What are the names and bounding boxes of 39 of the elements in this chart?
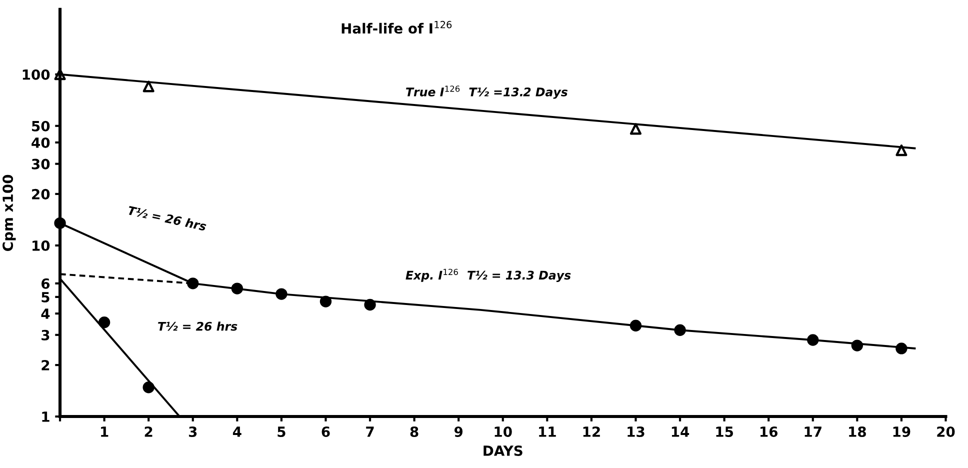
x-tick-label: 3 bbox=[188, 426, 197, 437]
y-tick-label: 2 bbox=[42, 360, 50, 370]
y-tick-label: 3 bbox=[42, 330, 50, 340]
y-tick-label: 100 bbox=[22, 69, 50, 80]
x-tick-label: 14 bbox=[672, 426, 690, 437]
x-tick-label: 8 bbox=[410, 426, 418, 437]
x-axis-title: DAYS bbox=[484, 445, 522, 456]
x-tick-label: 15 bbox=[716, 426, 733, 437]
x-tick-label: 11 bbox=[539, 426, 556, 437]
y-tick-label: 6 bbox=[41, 278, 50, 289]
x-tick-label: 19 bbox=[893, 426, 910, 437]
x-tick-label: 18 bbox=[849, 426, 866, 437]
y-tick-label: 30 bbox=[32, 158, 50, 170]
x-tick-label: 5 bbox=[278, 426, 286, 437]
annotation: True I$^{126}$ T½ =13.2 Days bbox=[406, 86, 568, 99]
annotation: T½ = 26 hrs bbox=[158, 322, 238, 331]
y-tick-label: 50 bbox=[32, 120, 50, 132]
x-tick-label: 2 bbox=[144, 426, 152, 437]
x-tick-label: 10 bbox=[494, 426, 512, 437]
x-tick-label: 13 bbox=[628, 426, 644, 437]
x-tick-label: 20 bbox=[937, 426, 955, 437]
text: Half-life of I$^{126}$ bbox=[342, 20, 452, 34]
x-tick-label: 16 bbox=[760, 426, 778, 437]
y-tick-label: 1 bbox=[42, 412, 50, 422]
x-tick-label: 4 bbox=[232, 426, 242, 437]
y-axis-title: Cpm x100 bbox=[2, 174, 16, 251]
y-tick-label: 4 bbox=[41, 308, 50, 319]
x-tick-label: 6 bbox=[322, 426, 330, 437]
annotation: Exp. I$^{126}$ T½ = 13.3 Days bbox=[406, 268, 571, 282]
y-tick-label: 5 bbox=[42, 292, 50, 302]
x-tick-label: 12 bbox=[583, 426, 600, 437]
y-tick-label: 20 bbox=[32, 188, 50, 200]
y-tick-label: 40 bbox=[32, 137, 50, 148]
x-tick-label: 17 bbox=[804, 426, 822, 437]
x-tick-label: 1 bbox=[101, 426, 108, 437]
x-tick-label: 7 bbox=[366, 426, 374, 437]
y-tick-label: 10 bbox=[32, 240, 50, 251]
x-tick-label: 9 bbox=[454, 426, 463, 437]
annotation: T½ = 26 hrs bbox=[127, 206, 207, 231]
